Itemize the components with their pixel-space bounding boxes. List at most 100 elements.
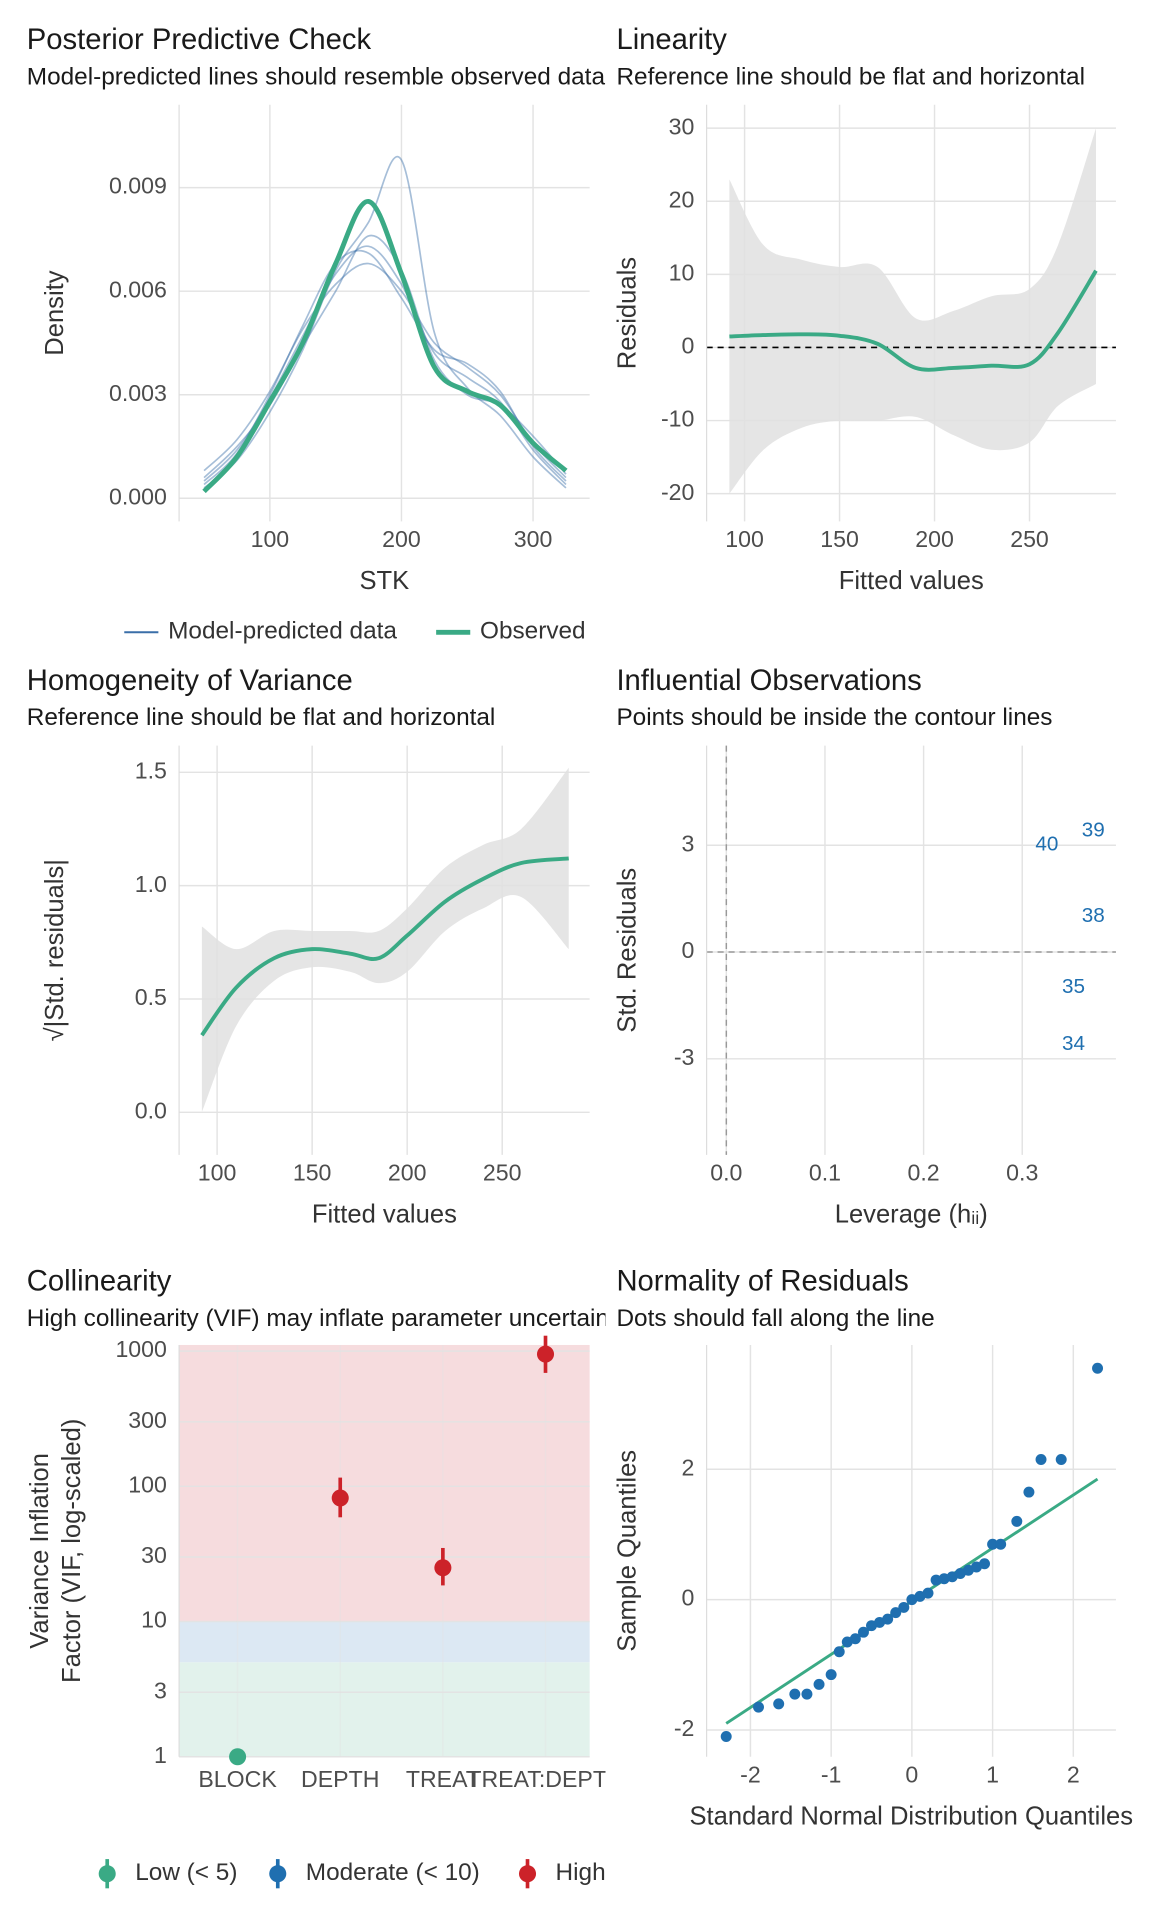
vif-band [179, 1621, 590, 1663]
x-tick-label: 0.1 [809, 1160, 841, 1186]
qq-point [1055, 1454, 1067, 1465]
y-tick-label: 3 [154, 1677, 167, 1703]
y-tick-label: 300 [128, 1407, 167, 1433]
y-tick-label: 0.006 [109, 276, 167, 302]
qq-point [849, 1633, 861, 1645]
legend-label: Low (< 5) [135, 1859, 237, 1886]
legend-key [98, 1865, 116, 1883]
x-tick-label: 250 [1010, 526, 1049, 552]
legend-label: High (≥ 10) [556, 1859, 676, 1886]
y-axis-title: Residuals [613, 257, 641, 369]
x-tick-label: 0.2 [908, 1160, 940, 1186]
panel-title: Homogeneity of Variance [27, 665, 353, 697]
panel-subtitle: Reference line should be flat and horizo… [27, 704, 496, 731]
y-tick-label: 0.0 [135, 1097, 167, 1123]
x-tick-label: 100 [251, 526, 290, 552]
qq-point [995, 1538, 1007, 1550]
y-tick-label: 0.000 [109, 483, 167, 509]
point-label: 35 [1062, 975, 1085, 998]
legend-label: Observed [480, 618, 586, 645]
x-tick-label: 1 [986, 1761, 999, 1787]
observed-line [202, 199, 568, 494]
qq-point [789, 1688, 801, 1700]
qq-point [898, 1601, 910, 1613]
y-axis-title: Std. Residuals [613, 868, 641, 1033]
qq-point [890, 1607, 902, 1619]
y-tick-label: -10 [661, 406, 694, 432]
y-tick-label: 0.009 [109, 173, 167, 199]
confidence-band [729, 128, 1096, 494]
fit-line [729, 269, 1098, 372]
qq-point [882, 1613, 894, 1625]
x-tick-label: 100 [198, 1160, 237, 1186]
point-label: 34 [1062, 1032, 1085, 1055]
x-tick-label: 150 [293, 1160, 332, 1186]
panel-subtitle: Dots should fall along the line [616, 1305, 934, 1332]
x-tick-label: 200 [915, 526, 954, 552]
panel-subtitle: Reference line should be flat and horizo… [616, 63, 1085, 90]
panel-title: Influential Observations [616, 665, 921, 697]
x-tick-label: 2 [1067, 1761, 1080, 1787]
x-axis-title: Fitted values [312, 1201, 457, 1229]
y-axis-title: Density [41, 270, 69, 356]
y-axis-title: √|Std. residuals| [41, 859, 69, 1041]
y-tick-label: 30 [669, 113, 695, 139]
legend-label: Model-predicted data [168, 618, 397, 645]
y-tick-label: 10 [141, 1607, 167, 1633]
y-tick-label: 1.5 [135, 757, 167, 783]
x-axis-title: STK [359, 567, 409, 595]
panel-subtitle: High collinearity (VIF) may inflate para… [27, 1305, 629, 1332]
qq-point [922, 1587, 934, 1599]
right-column: Linearity Reference line should be flat a… [613, 24, 1133, 1830]
qq-point [1023, 1486, 1035, 1498]
qq-point [801, 1688, 813, 1700]
qq-point [833, 1646, 845, 1658]
x-tick-label: 250 [483, 1160, 522, 1186]
panel-title: Linearity [616, 24, 727, 56]
qq-point [720, 1730, 732, 1742]
qq-point [1092, 1362, 1104, 1374]
predicted-line [203, 249, 567, 486]
qq-point [1035, 1454, 1047, 1465]
y-tick-label: 1000 [115, 1336, 166, 1362]
legend-label: Moderate (< 10) [306, 1859, 480, 1886]
x-tick-label: 100 [725, 526, 764, 552]
point-label: 39 [1082, 818, 1105, 841]
y-tick-label: 0 [682, 937, 695, 963]
point-label: 40 [1035, 833, 1058, 856]
x-tick-label: 300 [514, 526, 553, 552]
left-column: Posterior Predictive Check Model-predicte… [26, 24, 676, 1889]
qq-point [979, 1558, 991, 1570]
y-axis-title: Variance Inflation [26, 1453, 54, 1649]
x-tick-label: TREAT:DEPTH [467, 1766, 623, 1792]
y-tick-label: -20 [661, 479, 694, 505]
y-tick-label: 1 [154, 1742, 167, 1768]
predicted-line [203, 245, 567, 486]
point-label: 38 [1082, 904, 1105, 927]
y-tick-label: 3 [682, 830, 695, 856]
x-tick-label: 200 [388, 1160, 427, 1186]
qq-point [930, 1574, 942, 1586]
panel-title: Collinearity [27, 1266, 172, 1298]
qq-point [1011, 1515, 1023, 1527]
panel-subtitle: Points should be inside the contour line… [616, 704, 1052, 731]
y-axis-title: Factor (VIF, log-scaled) [58, 1419, 86, 1683]
panel-subtitle: Model-predicted lines should resemble ob… [27, 63, 606, 90]
vif-band [179, 1662, 590, 1757]
x-axis-title: Fitted values [839, 567, 984, 595]
y-tick-label: 20 [669, 186, 695, 212]
vif-point [331, 1489, 349, 1507]
vif-point [434, 1559, 452, 1577]
vif-point [536, 1345, 555, 1363]
fit-line [200, 856, 569, 1037]
y-tick-label: -3 [674, 1044, 695, 1070]
x-tick-label: -1 [821, 1761, 842, 1787]
panel-title: Posterior Predictive Check [27, 24, 372, 56]
y-tick-label: 100 [128, 1471, 167, 1497]
vif-band [179, 1344, 590, 1622]
x-tick-label: -2 [740, 1761, 761, 1787]
qq-point [987, 1538, 999, 1550]
confidence-band [201, 767, 569, 1113]
qq-point [753, 1701, 764, 1713]
x-tick-label: BLOCK [198, 1766, 277, 1792]
